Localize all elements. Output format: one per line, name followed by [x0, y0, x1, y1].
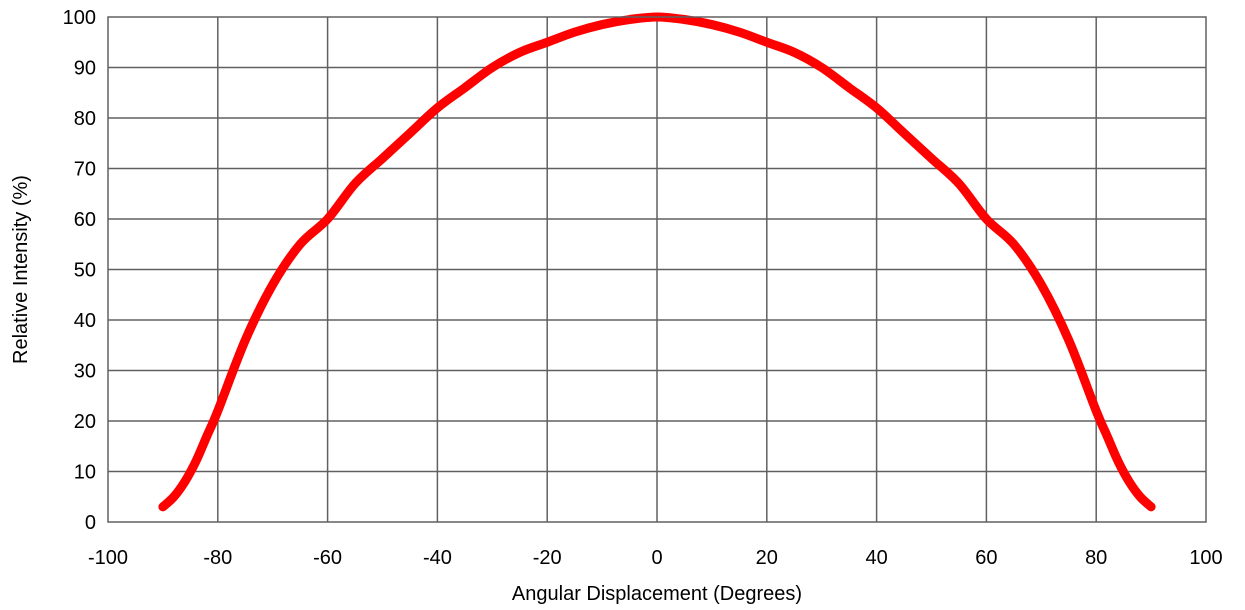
x-tick-label: -80 [203, 547, 232, 569]
y-tick-label: 80 [74, 108, 96, 130]
y-tick-label: 30 [74, 361, 96, 383]
y-axis-title: Relative Intensity (%) [10, 175, 32, 364]
x-tick-label: 80 [1085, 547, 1107, 569]
y-tick-label: 70 [74, 159, 96, 181]
y-tick-label: 0 [85, 512, 96, 534]
y-tick-label: 100 [63, 7, 96, 29]
x-tick-label: -20 [533, 547, 562, 569]
y-tick-label: 60 [74, 209, 96, 231]
y-tick-label: 10 [74, 462, 96, 484]
y-tick-label: 40 [74, 310, 96, 332]
x-axis-tick-labels: -100 -80 -60 -40 -20 0 20 40 60 80 100 [88, 547, 1223, 569]
y-axis-tick-labels: 0 10 20 30 40 50 60 70 80 90 100 [63, 7, 96, 534]
x-tick-label: -60 [313, 547, 342, 569]
y-tick-label: 50 [74, 260, 96, 282]
x-tick-label: 60 [975, 547, 997, 569]
x-axis-title: Angular Displacement (Degrees) [512, 583, 802, 605]
x-tick-label: -40 [423, 547, 452, 569]
y-tick-label: 20 [74, 411, 96, 433]
x-tick-label: 40 [865, 547, 887, 569]
y-tick-label: 90 [74, 58, 96, 80]
x-tick-label: -100 [88, 547, 128, 569]
x-tick-label: 20 [756, 547, 778, 569]
plot-area-frame [107, 16, 1207, 523]
x-tick-label: 0 [651, 547, 662, 569]
x-tick-label: 100 [1189, 547, 1222, 569]
grid [108, 17, 1206, 522]
